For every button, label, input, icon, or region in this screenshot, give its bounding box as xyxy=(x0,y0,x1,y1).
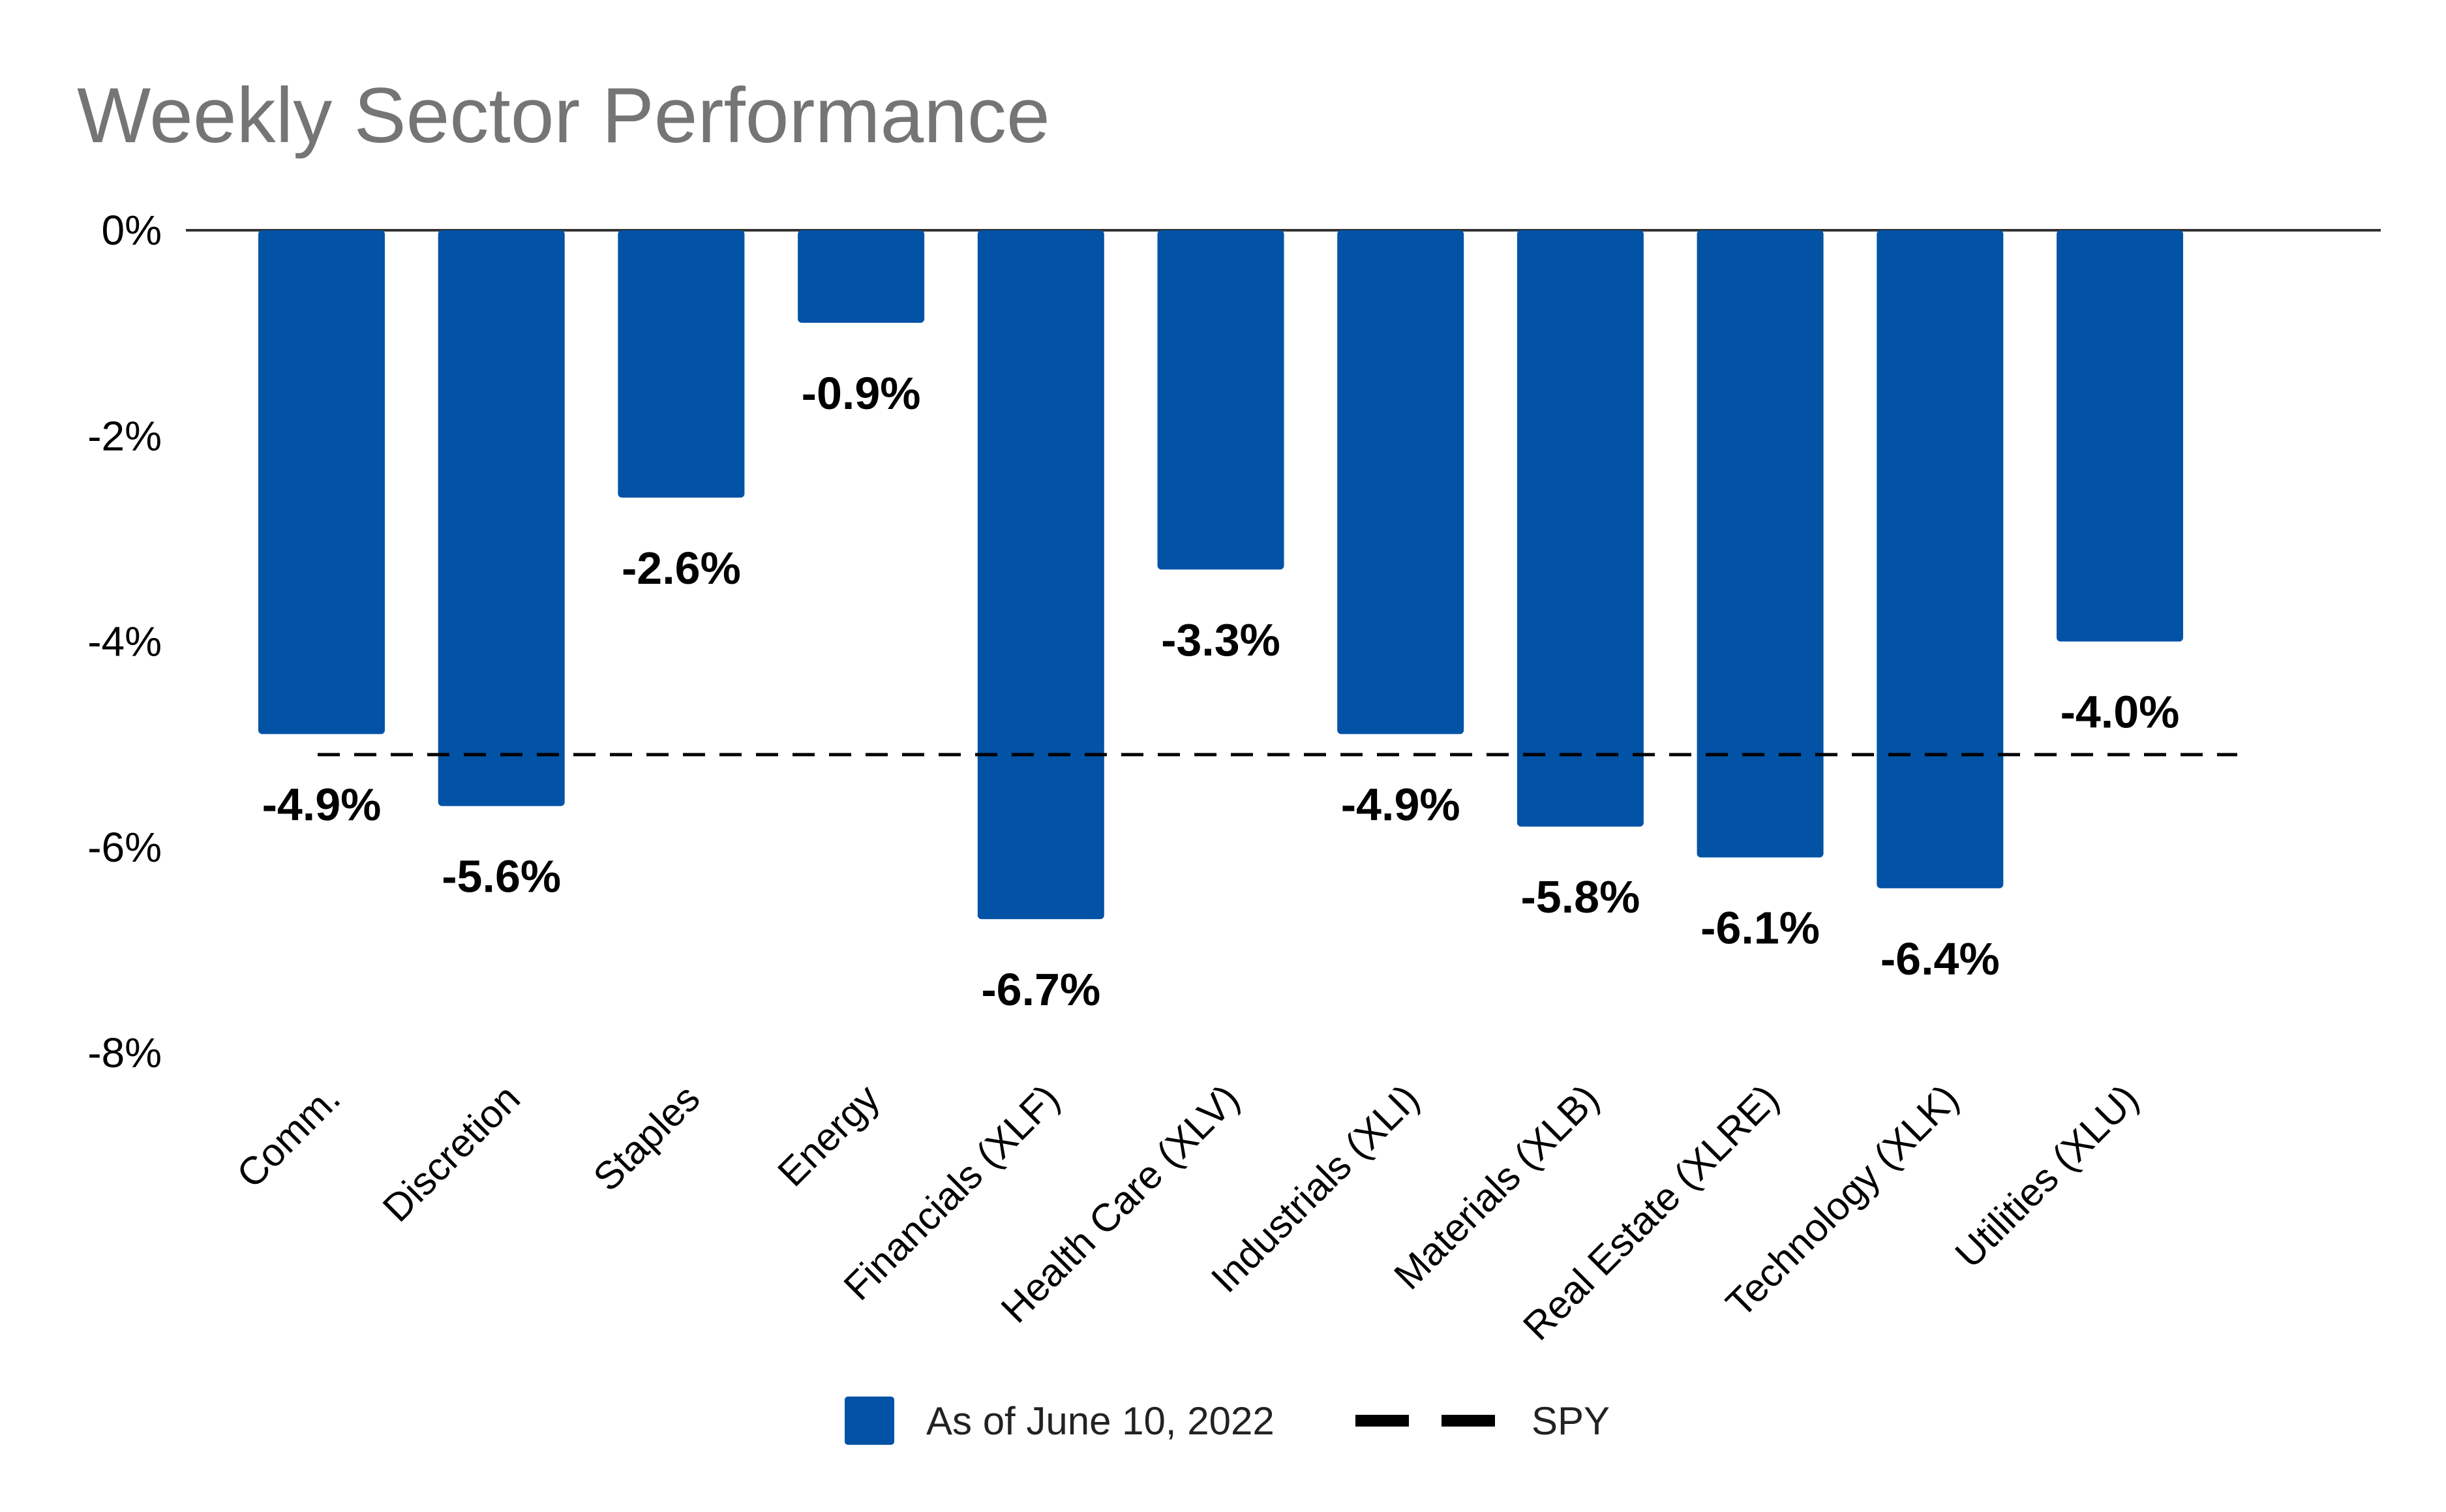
data-label: -4.0% xyxy=(2061,687,2180,738)
x-tick-label: Staples xyxy=(585,1076,708,1200)
chart-title: Weekly Sector Performance xyxy=(77,72,1050,159)
x-tick-label: Energy xyxy=(769,1076,888,1195)
data-label: -4.9% xyxy=(1341,779,1460,830)
bar xyxy=(1877,230,2004,888)
bar xyxy=(438,230,565,806)
y-tick-label: -4% xyxy=(87,618,162,665)
bar xyxy=(1517,230,1644,827)
bar xyxy=(258,230,385,734)
data-label: -4.9% xyxy=(262,779,382,830)
data-label: -6.1% xyxy=(1700,903,1820,954)
data-label: -5.8% xyxy=(1520,871,1640,922)
data-label: -3.3% xyxy=(1161,614,1280,665)
bar xyxy=(798,230,925,323)
y-tick-label: -6% xyxy=(87,824,162,871)
bar xyxy=(1157,230,1284,570)
y-axis: 0% -2% -4% -6% -8% xyxy=(87,207,2381,1076)
bar xyxy=(1337,230,1464,734)
data-label: -6.4% xyxy=(1880,933,2000,984)
data-label: -2.6% xyxy=(622,543,741,594)
bar xyxy=(977,230,1104,920)
x-tick-label: Discretion xyxy=(374,1076,528,1230)
data-label: -0.9% xyxy=(802,368,921,419)
legend-label-bar: As of June 10, 2022 xyxy=(926,1399,1275,1443)
x-tick-label: Comm. xyxy=(228,1076,348,1196)
bars xyxy=(258,230,2183,920)
legend-swatch-bar xyxy=(845,1397,894,1445)
bar xyxy=(618,230,745,498)
y-tick-label: -8% xyxy=(87,1029,162,1076)
legend: As of June 10, 2022 SPY xyxy=(845,1397,1610,1445)
y-tick-label: -2% xyxy=(87,412,162,459)
x-tick-label: Utilities (XLU) xyxy=(1947,1076,2147,1277)
bar xyxy=(2057,230,2183,642)
data-labels: -4.9% -5.6% -2.6% -0.9% -6.7% -3.3% -4.9% -5.8%… xyxy=(262,368,2180,1015)
y-tick-label: 0% xyxy=(102,207,162,254)
bar xyxy=(1697,230,1824,858)
legend-label-spy: SPY xyxy=(1532,1399,1610,1443)
data-label: -5.6% xyxy=(442,851,561,902)
data-label: -6.7% xyxy=(981,964,1100,1015)
